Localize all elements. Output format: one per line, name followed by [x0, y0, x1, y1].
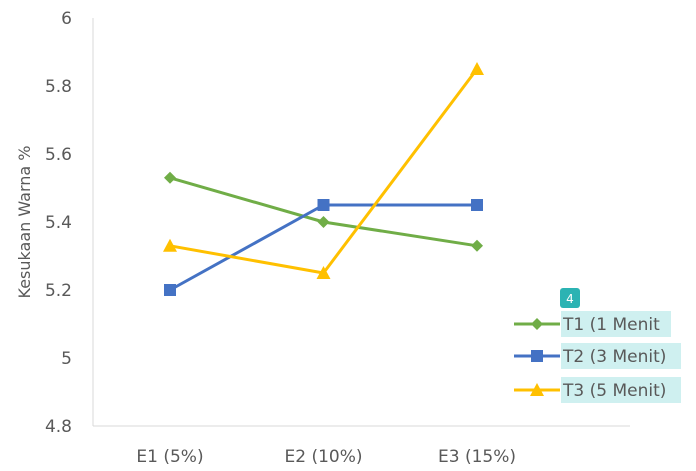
data-point-triangle: [163, 238, 177, 252]
data-point-square: [471, 199, 483, 211]
data-point-triangle: [316, 266, 331, 279]
data-point-diamond: [531, 318, 543, 330]
series-line: [169, 176, 478, 248]
data-point-square: [531, 350, 543, 362]
series-layer: [163, 62, 484, 296]
legend-item: T3 (5 Menit): [514, 377, 681, 403]
y-tick-label: 5: [61, 349, 72, 369]
x-tick-label: E1 (5%): [136, 447, 203, 467]
y-tick-label: 5.2: [45, 281, 72, 301]
series-line: [169, 68, 479, 275]
y-tick-label: 5.6: [45, 145, 72, 165]
data-point-diamond: [164, 171, 176, 184]
data-point-diamond: [317, 216, 330, 228]
legend-label: T1 (1 Menit: [562, 315, 660, 335]
data-point-triangle: [530, 383, 544, 396]
y-tick-label: 5.8: [45, 77, 72, 97]
legend: T1 (1 Menit T2 (3 Menit) T3 (5 Menit) 4: [514, 288, 681, 403]
x-axis-ticks: E1 (5%) E2 (10%) E3 (15%): [136, 447, 516, 467]
data-point-square: [317, 199, 330, 211]
y-tick-label: 6: [61, 9, 72, 29]
badge-label: 4: [566, 292, 574, 306]
series-square: [164, 199, 483, 296]
data-point-diamond: [471, 239, 483, 252]
y-axis-ticks: 4.8 5 5.2 5.4 5.6 5.8 6: [45, 9, 72, 437]
legend-highlight: [561, 343, 681, 369]
y-axis-label: Kesukaan Warna %: [15, 146, 34, 299]
legend-label: T3 (5 Menit): [562, 381, 666, 401]
data-point-square: [164, 284, 176, 296]
legend-item: T1 (1 Menit: [514, 311, 671, 337]
y-tick-label: 5.4: [45, 213, 72, 233]
x-tick-label: E3 (15%): [438, 447, 516, 467]
annotation-badge: 4: [560, 288, 580, 308]
badge-box: [560, 288, 580, 308]
legend-highlight: [561, 311, 671, 337]
x-tick-label: E2 (10%): [284, 447, 362, 467]
series-diamond: [164, 171, 483, 252]
legend-label: T2 (3 Menit): [562, 347, 666, 367]
legend-item: T2 (3 Menit): [514, 343, 681, 369]
legend-highlight: [561, 377, 681, 403]
series-triangle: [163, 62, 484, 279]
data-point-triangle: [470, 62, 484, 75]
y-tick-label: 4.8: [45, 417, 72, 437]
